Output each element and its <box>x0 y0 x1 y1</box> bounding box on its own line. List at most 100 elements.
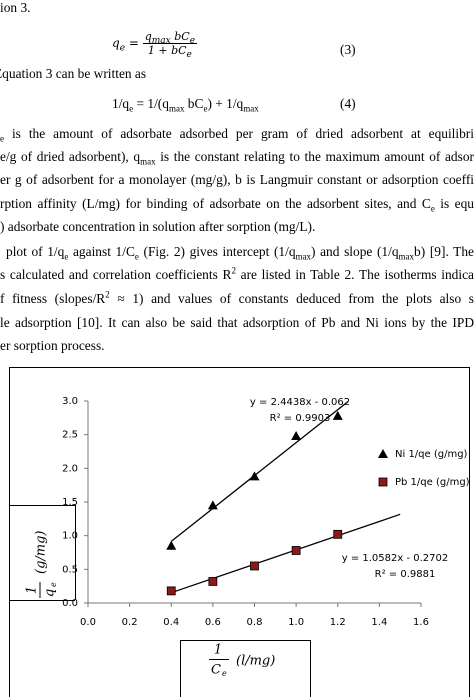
y-tick-label: 0.5 <box>62 564 78 575</box>
text-run: is the amount of adsorbate adsorbed per … <box>4 126 474 141</box>
marker <box>378 449 388 458</box>
x-tick-label: 0.0 <box>80 617 96 628</box>
text-run: er g of adsorbent for a monolayer (mg/g)… <box>0 172 474 187</box>
text-run: max <box>295 251 312 260</box>
text-run: ) and slope (1/q <box>311 244 399 259</box>
chart-frame <box>9 367 470 697</box>
text-run: q <box>112 36 120 50</box>
trendline-equation: y = 1.0582x - 0.2702 <box>342 553 449 564</box>
x-label-denominator: C <box>211 663 221 678</box>
text-run: max <box>168 103 185 114</box>
text-line: e/g of dried adsorbent), qmax is the con… <box>0 149 474 165</box>
trendline-r2: R² = 0.9881 <box>375 569 436 580</box>
x-tick-label: 1.6 <box>413 617 429 628</box>
y-tick-label: 2.5 <box>62 430 78 441</box>
text-run: 1 + bC <box>147 44 187 57</box>
fraction: qmax bCe 1 + bCe <box>142 30 198 61</box>
text-run: e <box>0 133 4 142</box>
denominator: 1 + bCe <box>143 44 197 61</box>
x-tick-label: 0.6 <box>205 617 221 628</box>
trendline-r2: R² = 0.9903 <box>270 413 331 424</box>
marker <box>333 529 343 539</box>
text-line: ion 3. <box>0 0 474 16</box>
equation-number: (3) <box>340 42 356 57</box>
text-line: er sorption process. <box>0 338 474 354</box>
text-run: 2 <box>105 291 110 300</box>
numerator: qmax bCe <box>142 30 198 47</box>
marker <box>207 500 218 510</box>
text-run: max <box>140 156 156 165</box>
marker <box>166 586 176 596</box>
marker <box>291 546 301 555</box>
text-run: le adsorption [10]. It can also be said … <box>0 315 474 330</box>
text-run: s calculated and correlation coefficient… <box>0 267 232 282</box>
equation: qe = qmax bCe 1 + bCe <box>112 30 198 61</box>
trendline <box>170 400 349 542</box>
y-label-sub: e <box>49 582 58 587</box>
x-tick-label: 1.0 <box>288 617 304 628</box>
legend-label: Pb 1/qe (g/mg) <box>395 477 470 488</box>
marker <box>291 431 302 441</box>
trendline-equation: y = 2.4438x - 0.062 <box>250 397 350 408</box>
equation-lhs: qe <box>112 36 125 53</box>
x-tick-label: 0.4 <box>163 617 179 628</box>
text-line: f fitness (slopes/R2 ≈ 1) and values of … <box>0 291 474 307</box>
text-run: e <box>64 251 69 260</box>
text-run: are listed in Table 2. The isotherms ind… <box>235 267 474 282</box>
x-axis-label: 1 C e (l/mg) <box>209 643 275 678</box>
y-tick-label: 2.0 <box>62 463 78 474</box>
text-line: s calculated and correlation coefficient… <box>0 267 474 283</box>
text-run: b) [9]. The <box>414 244 474 259</box>
text-run: ≈ 1) and values of constants deduced fro… <box>109 291 474 306</box>
text-run: ion 3. <box>0 0 31 15</box>
text-line: plot of 1/qe against 1/Ce (Fig. 2) gives… <box>6 244 474 260</box>
y-tick-label: 0.0 <box>62 598 78 609</box>
text-run: bC <box>170 30 190 43</box>
marker <box>250 561 259 571</box>
x-tick-label: 0.2 <box>122 617 138 628</box>
text-line: Equation 3 can be written as <box>0 66 468 82</box>
text-run: e <box>134 251 139 260</box>
text-run: max <box>398 251 415 260</box>
y-label-denominator: q <box>43 589 58 597</box>
text-run: 1/q <box>112 96 130 111</box>
text-run: max <box>243 103 259 114</box>
text-run: is equ <box>434 196 474 211</box>
text-run: f fitness (slopes/R <box>0 291 106 306</box>
text-run: against 1/C <box>68 244 135 259</box>
text-run: Equation 3 can be written as <box>0 66 147 81</box>
equation: 1/qe = 1/(qmax bCe) + 1/qmax <box>112 96 259 114</box>
text-run: e <box>129 103 134 114</box>
label-box <box>180 640 311 697</box>
text-run: er sorption process. <box>0 338 105 353</box>
text-run: ) + 1/q <box>207 96 244 111</box>
legend-label: Ni 1/qe (g/mg) <box>395 449 468 460</box>
text-run: = 1/(q <box>133 96 169 111</box>
marker <box>208 577 218 586</box>
y-tick-label: 3.0 <box>62 396 78 407</box>
text-run: e/g of dried adsorbent), q <box>0 149 141 164</box>
text-run: e <box>203 103 208 114</box>
x-tick-label: 0.8 <box>247 617 263 628</box>
text-run: 2 <box>231 267 236 276</box>
text-line: er g of adsorbent for a monolayer (mg/g)… <box>0 172 474 188</box>
x-label-unit: (l/mg) <box>236 654 275 669</box>
x-label-sub: e <box>222 669 227 678</box>
text-run: plot of 1/q <box>6 244 65 259</box>
chart: 1 q e (g/mg) 1 C e (l/mg) 0.0 0.5 1.0 1.5 2.… <box>9 367 470 697</box>
y-axis-label: 1 q e (g/mg) <box>25 531 58 598</box>
y-tick-label: 1.5 <box>62 497 78 508</box>
x-tick-label: 1.2 <box>330 617 346 628</box>
x-tick-label: 1.4 <box>371 617 387 628</box>
text-run: ) adsorbate concentration in solution af… <box>0 219 316 234</box>
text-run: bC <box>184 96 204 111</box>
y-tick-label: 1.0 <box>62 531 78 542</box>
text-line: e is the amount of adsorbate adsorbed pe… <box>0 126 474 142</box>
text-run: e <box>189 36 196 47</box>
x-label-numerator: 1 <box>214 643 222 658</box>
text-run: q <box>144 30 152 43</box>
text-run: e <box>186 50 192 61</box>
text-line: ) adsorbate concentration in solution af… <box>0 219 474 235</box>
text-run: max <box>151 36 171 47</box>
